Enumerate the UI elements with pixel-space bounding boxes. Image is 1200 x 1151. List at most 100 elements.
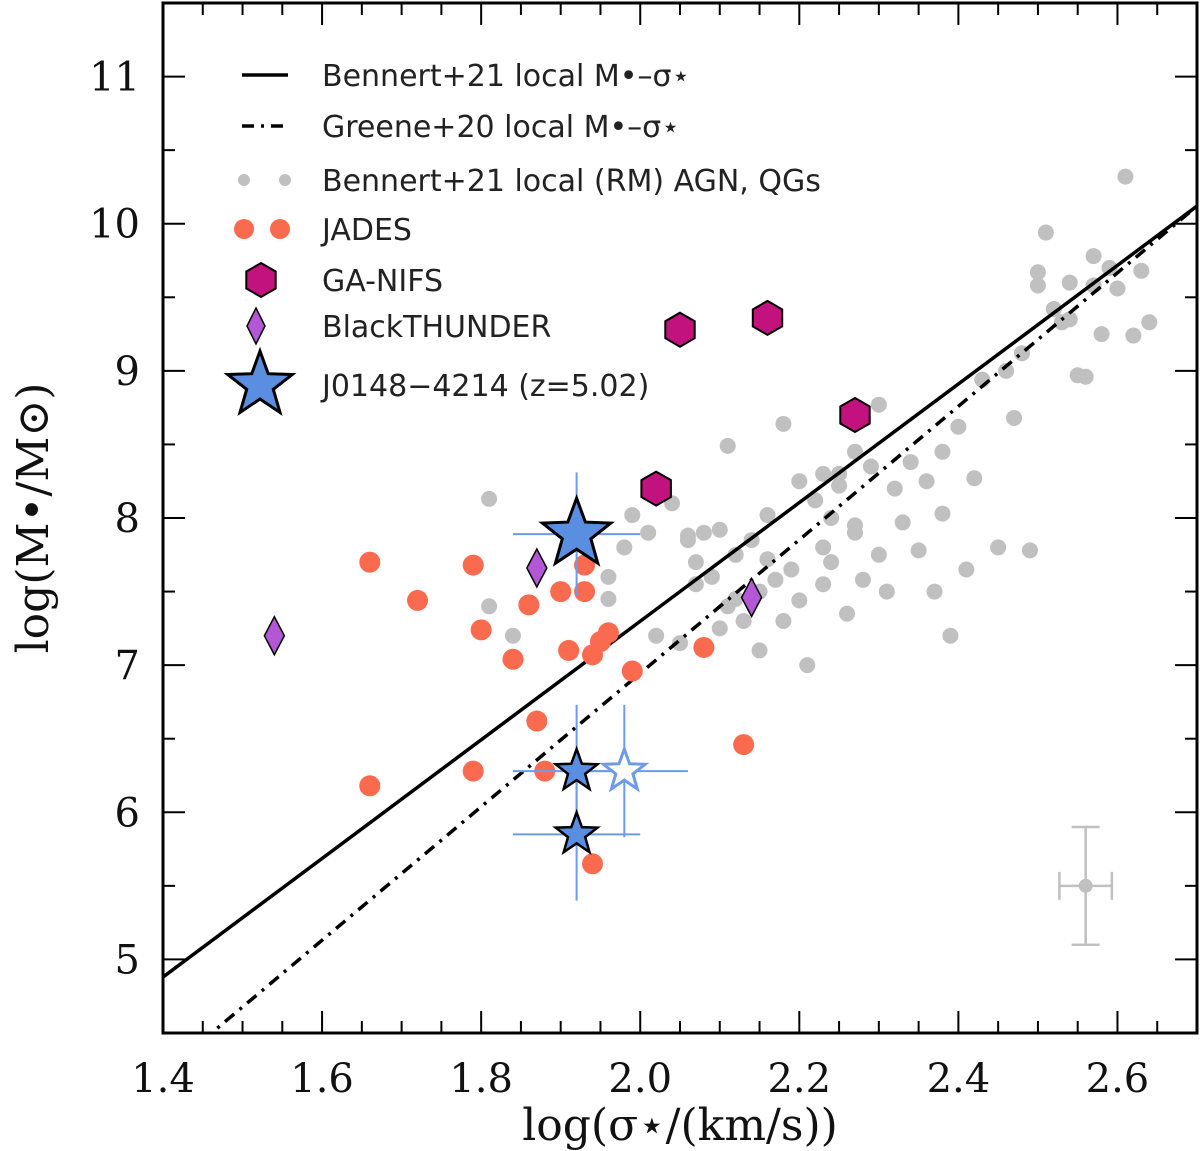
local-agn-point (966, 470, 983, 487)
legend-entry-blackthunder: BlackTHUNDER (246, 306, 551, 346)
jades-point (359, 551, 381, 573)
local-agn-point (751, 642, 768, 659)
local-agn-point (942, 627, 959, 644)
bennert-relation-line (163, 204, 1199, 979)
typical-error-point (1078, 878, 1093, 893)
local-agn-point (998, 362, 1015, 379)
jades-point (359, 775, 381, 797)
legend-star-icon (223, 346, 297, 417)
jades-point (582, 853, 604, 875)
local-agn-point (504, 627, 521, 644)
local-agn-point (807, 492, 824, 509)
local-agn-point (672, 635, 688, 652)
blackthunder-point (740, 576, 763, 619)
plot-frame (161, 1, 1199, 1035)
legend: Bennert+21 local M•–σ⋆ Greene+20 local M•… (223, 59, 821, 417)
local-agn-point (862, 458, 879, 475)
local-agn-point (1085, 248, 1102, 265)
legend-entry-greene_line: Greene+20 local M•–σ⋆ (242, 110, 680, 145)
local-agn-point (1045, 301, 1062, 318)
local-agn-point (791, 473, 808, 490)
local-agn-point (823, 510, 840, 526)
local-agn-point (481, 490, 498, 507)
local-agn-point (767, 571, 784, 588)
local-agn-point (648, 627, 665, 644)
jades-point (462, 760, 484, 782)
local-agn-point (902, 454, 919, 471)
local-agn-point (1029, 264, 1046, 281)
legend-diamond-icon (246, 306, 266, 346)
local-agn-point (815, 539, 832, 556)
local-agn-point (1061, 274, 1078, 291)
local-agn-point (1029, 277, 1046, 294)
legend-entry-ganifs: GA-NIFS (245, 261, 443, 299)
blackthunder-point (263, 615, 286, 657)
local-agn-point (711, 521, 728, 538)
axis-ticks (162, 2, 1198, 1034)
local-agn-point (640, 524, 657, 541)
local-agn-point (846, 443, 863, 460)
local-agn-point (870, 546, 887, 563)
jades-point (574, 554, 596, 576)
jades-point (518, 594, 540, 616)
local-agn-point (624, 507, 641, 524)
local-agn-point (918, 473, 935, 490)
local-agn-point (600, 568, 617, 585)
local-agn-point (934, 505, 951, 522)
local-agn-point (759, 551, 776, 568)
local-agn-point (727, 590, 744, 607)
ganifs-point (640, 470, 672, 507)
jades-point (574, 581, 596, 603)
local-agn-point (1021, 542, 1038, 559)
y-tick-label: 7 (115, 643, 140, 689)
x-axis-label: log(σ⋆/(km/s)) (522, 1100, 838, 1151)
y-tick-label: 11 (89, 55, 140, 101)
legend-red-circle-icon (270, 219, 290, 239)
y-axis-label: log(M•/M⊙) (8, 383, 59, 654)
local-agn-point (481, 598, 498, 615)
local-agn-point (719, 437, 736, 454)
local-agn-point (759, 507, 776, 524)
legend-entry-local: Bennert+21 local (RM) AGN, QGs (238, 164, 821, 199)
greene-relation-line (208, 204, 1199, 1033)
local-agn-point (934, 443, 951, 460)
legend-hexagon-icon (245, 261, 277, 299)
legend-label: Bennert+21 local (RM) AGN, QGs (322, 164, 821, 199)
jades-point (462, 554, 484, 576)
local-agn-point (1077, 368, 1094, 385)
local-agn-point (1117, 168, 1134, 185)
legend-entry-j0148: J0148−4214 (z=5.02) (223, 346, 649, 417)
local-agn-point (910, 542, 927, 559)
local-agn-point (775, 415, 792, 432)
local-agn-point (846, 517, 863, 534)
local-agn-point (783, 561, 800, 578)
local-agn-point (831, 477, 848, 494)
j0148-star (599, 744, 650, 793)
local-agn-point (1101, 259, 1118, 276)
x-tick-label: 2.6 (1086, 1056, 1150, 1102)
j0148-star (552, 745, 601, 792)
x-tick-label: 1.6 (290, 1056, 354, 1102)
plot-area (163, 168, 1199, 1033)
jades-point (558, 639, 580, 661)
local-agn-point (727, 546, 744, 563)
legend-label: BlackTHUNDER (322, 310, 551, 345)
blackthunder-point (525, 547, 548, 589)
x-tick-label: 2.4 (927, 1056, 991, 1102)
local-agn-point (775, 613, 792, 629)
local-agn-point (616, 539, 633, 556)
jades-point (550, 581, 572, 603)
x-tick-label: 2.2 (767, 1056, 831, 1102)
tick-labels: 1.4 1.6 1.8 2.0 2.2 2.4 2.6 5 6 7 8 9 10 11 (89, 55, 1149, 1102)
local-agn-point (695, 524, 712, 541)
jades-point (733, 734, 755, 756)
y-tick-label: 5 (115, 937, 140, 983)
legend-red-circle-icon (234, 219, 254, 239)
local-agn-point (839, 605, 856, 622)
legend-entry-jades: JADES (234, 213, 412, 248)
x-tick-label: 2.0 (608, 1056, 672, 1102)
local-agn-point (878, 583, 895, 600)
ganifs-point (664, 311, 696, 348)
legend-label: GA-NIFS (322, 264, 443, 299)
jades-point (470, 619, 492, 641)
